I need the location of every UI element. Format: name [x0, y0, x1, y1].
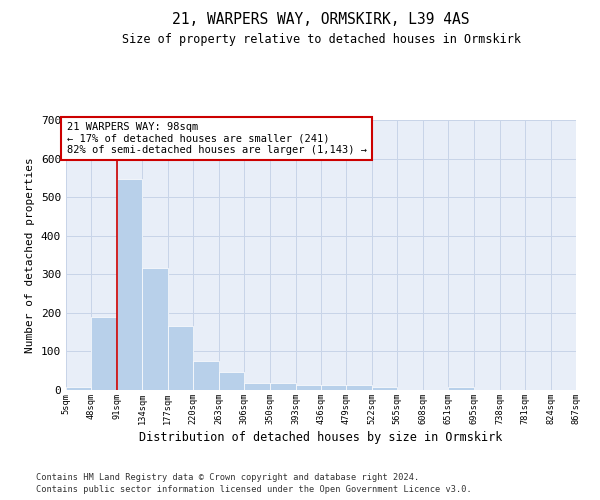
Text: Contains public sector information licensed under the Open Government Licence v3: Contains public sector information licen… [36, 485, 472, 494]
Bar [193, 361, 218, 390]
Bar [142, 268, 168, 390]
Bar [117, 178, 142, 390]
Bar [372, 387, 397, 390]
Bar [448, 387, 474, 390]
Text: Contains HM Land Registry data © Crown copyright and database right 2024.: Contains HM Land Registry data © Crown c… [36, 472, 419, 482]
Text: Distribution of detached houses by size in Ormskirk: Distribution of detached houses by size … [139, 431, 503, 444]
Bar [244, 382, 270, 390]
Bar [66, 387, 91, 390]
Bar [346, 386, 372, 390]
Y-axis label: Number of detached properties: Number of detached properties [25, 157, 35, 353]
Text: 21 WARPERS WAY: 98sqm
← 17% of detached houses are smaller (241)
82% of semi-det: 21 WARPERS WAY: 98sqm ← 17% of detached … [67, 122, 367, 155]
Bar [296, 386, 321, 390]
Bar [91, 318, 117, 390]
Text: Size of property relative to detached houses in Ormskirk: Size of property relative to detached ho… [121, 32, 521, 46]
Bar [270, 382, 296, 390]
Bar [218, 372, 244, 390]
Text: 21, WARPERS WAY, ORMSKIRK, L39 4AS: 21, WARPERS WAY, ORMSKIRK, L39 4AS [172, 12, 470, 28]
Bar [168, 326, 193, 390]
Bar [321, 386, 346, 390]
